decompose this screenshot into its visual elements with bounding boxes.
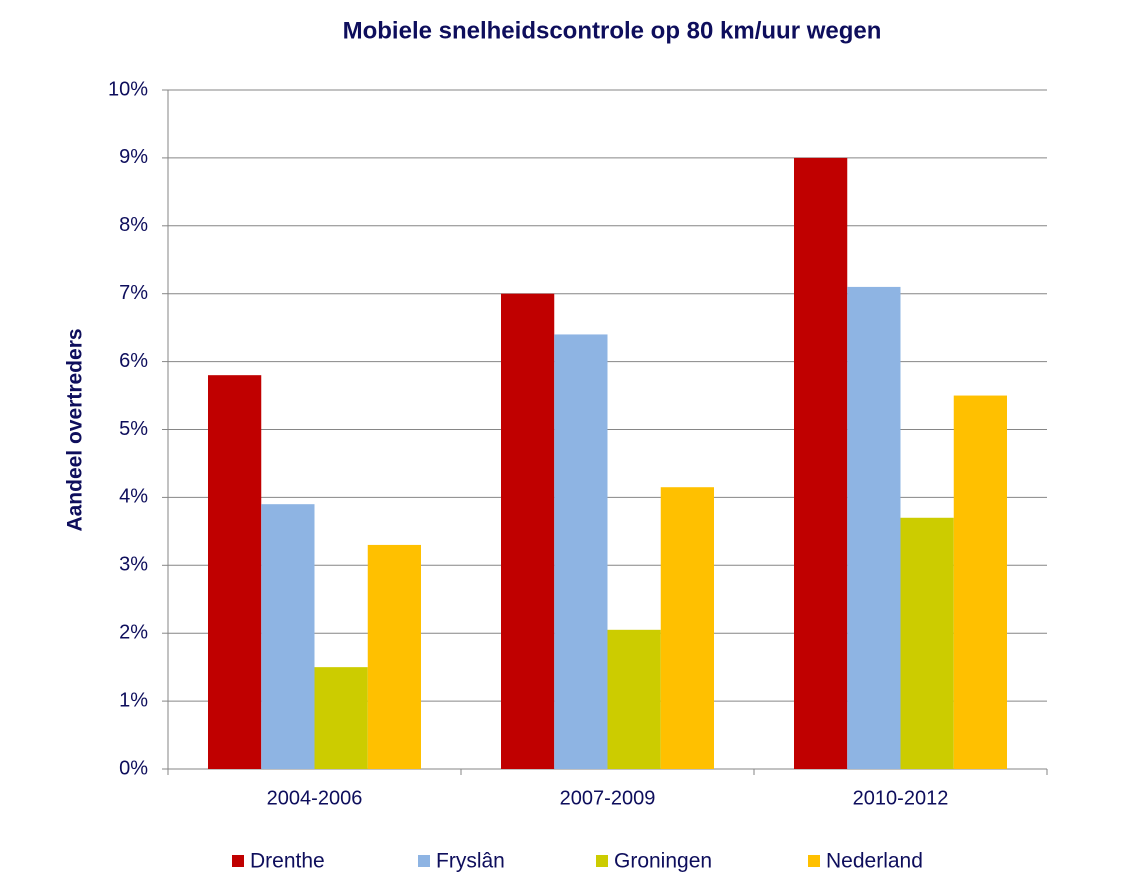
bar (367, 544, 421, 769)
legend-swatch (808, 855, 820, 867)
bar (554, 334, 608, 769)
y-tick-label: 2% (119, 621, 148, 643)
bar (314, 667, 368, 769)
bar (900, 517, 954, 769)
x-tick-label: 2004-2006 (267, 787, 363, 809)
bar (847, 286, 901, 769)
legend-label: Groningen (614, 850, 712, 873)
legend-swatch (596, 855, 608, 867)
x-tick-label: 2010-2012 (853, 787, 949, 809)
y-tick-label: 5% (119, 418, 148, 440)
bar (261, 504, 315, 769)
y-tick-label: 10% (108, 78, 148, 100)
bar (501, 293, 555, 769)
legend-label: Nederland (826, 850, 923, 873)
legend-swatch (232, 855, 244, 867)
y-tick-label: 4% (119, 486, 148, 508)
x-tick-label: 2007-2009 (560, 787, 656, 809)
bar (953, 395, 1007, 769)
legend-label: Drenthe (250, 850, 325, 873)
bar (607, 629, 661, 769)
y-axis-label: Aandeel overtreders (64, 328, 87, 531)
legend-label: Fryslân (436, 850, 505, 873)
y-tick-label: 3% (119, 554, 148, 576)
chart-title: Mobiele snelheidscontrole op 80 km/uur w… (343, 17, 882, 44)
bar (208, 375, 262, 769)
bar (660, 487, 714, 769)
y-tick-label: 0% (119, 757, 148, 779)
y-tick-label: 7% (119, 282, 148, 304)
y-tick-label: 9% (119, 146, 148, 168)
bar (794, 157, 848, 769)
y-tick-label: 1% (119, 689, 148, 711)
y-tick-label: 6% (119, 350, 148, 372)
legend-swatch (418, 855, 430, 867)
y-tick-label: 8% (119, 214, 148, 236)
